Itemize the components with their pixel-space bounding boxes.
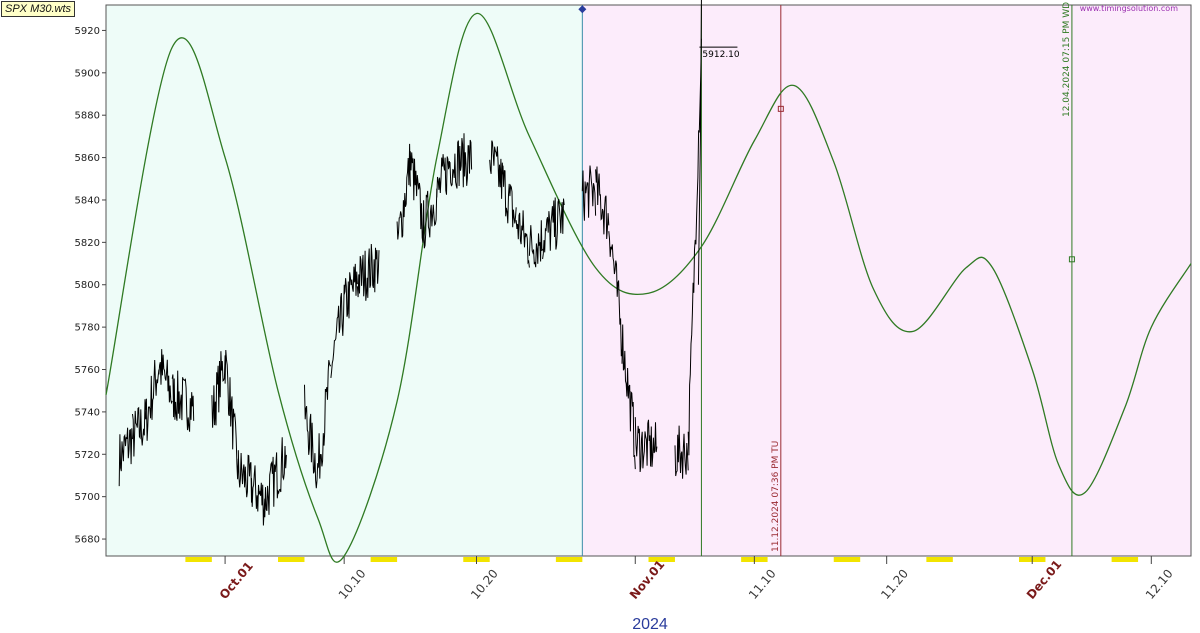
y-tick-label: 5920: [75, 26, 100, 37]
highlight-bar: [278, 557, 305, 562]
event-marker: [1068, 256, 1075, 263]
start-marker-diamond: [578, 5, 587, 14]
chart-background-zones: [106, 5, 1191, 556]
y-tick-label: 5840: [75, 195, 100, 206]
highlight-bar: [648, 557, 675, 562]
y-tick-label: 5740: [75, 407, 100, 418]
y-tick-label: 5720: [75, 450, 100, 461]
zone-history: [106, 5, 583, 556]
y-tick-label: 5760: [75, 365, 100, 376]
x-tick-label: Dec.01: [1024, 557, 1065, 602]
y-tick-label: 5780: [75, 323, 100, 334]
price-series-layer: [118, 0, 702, 526]
x-tick-label: 11.20: [878, 567, 911, 602]
highlight-bar: [833, 557, 861, 562]
event-line-label: 12.04.2024 07:15 PM WD: [1062, 2, 1072, 117]
y-tick-label: 5680: [75, 535, 100, 546]
x-tick-label: 11.10: [746, 567, 779, 602]
highlight-bar: [926, 557, 953, 562]
x-tick-label: 10.10: [336, 567, 369, 602]
y-tick-label: 5820: [75, 238, 100, 249]
event-marker: [777, 105, 784, 112]
y-tick-label: 5900: [75, 68, 100, 79]
plot-frame: [105, 4, 1192, 557]
projection-curve-layer: [105, 12, 1192, 563]
time-highlight-bars: [185, 557, 1139, 562]
highlight-bar: [1111, 557, 1139, 562]
zone-forecast: [582, 5, 1191, 556]
symbol-tag: SPX M30.wts: [1, 1, 76, 17]
y-tick-label: 5700: [75, 492, 100, 503]
annotations-layer: 5912.10: [578, 5, 740, 60]
last-price-label: 5912.10: [702, 50, 739, 60]
x-tick-label: 12.10: [1143, 567, 1176, 602]
x-tick-label: 10.20: [468, 567, 501, 602]
x-tick-label: Nov.01: [627, 557, 668, 602]
event-line-label: 11.12.2024 07:36 PM TU: [771, 441, 781, 552]
price-series: [118, 0, 702, 526]
y-tick-label: 5860: [75, 153, 100, 164]
highlight-bar: [555, 557, 583, 562]
event-vertical-lines: 11.12.2024 07:36 PM TU 12.04.2024 07:15 P…: [581, 2, 1075, 556]
y-axis: 5680 5700 5720 5740 5760 5780 5800 5820 5840 5860…: [75, 26, 106, 546]
highlight-bar: [370, 557, 398, 562]
x-tick-label: Oct.01: [217, 559, 256, 602]
brand-label: www.timingsolution.com: [1079, 4, 1178, 13]
x-axis: Oct.01 10.10 10.20 Nov.01 11.10 11.20 Dec.01 12…: [217, 556, 1176, 602]
x-axis-year-label: 2024: [632, 616, 668, 633]
y-tick-label: 5880: [75, 111, 100, 122]
projection-curve: [105, 12, 1192, 563]
chart-frame: [105, 4, 1192, 557]
highlight-bar: [185, 557, 212, 562]
y-tick-label: 5800: [75, 280, 100, 291]
